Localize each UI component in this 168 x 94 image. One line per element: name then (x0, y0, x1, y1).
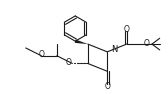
Polygon shape (75, 39, 88, 44)
Text: O: O (143, 39, 149, 48)
Text: O: O (38, 50, 44, 59)
Text: O: O (66, 58, 71, 67)
Text: O: O (124, 25, 130, 34)
Text: O: O (104, 82, 110, 91)
Text: N: N (111, 45, 118, 54)
